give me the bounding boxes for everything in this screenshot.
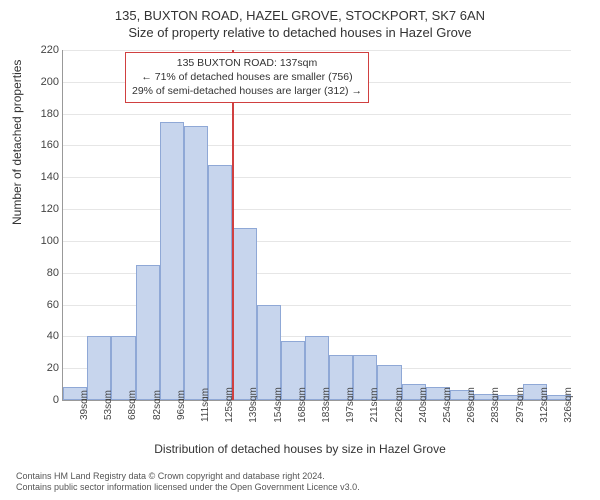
x-tick-label: 269sqm — [466, 387, 477, 423]
annotation-line: 135 BUXTON ROAD: 137sqm — [132, 56, 362, 70]
histogram-bar — [257, 305, 281, 400]
gridline — [63, 145, 571, 146]
y-tick-label: 40 — [19, 330, 59, 342]
y-tick-label: 140 — [19, 171, 59, 183]
histogram-bar — [208, 165, 232, 400]
histogram-bar — [160, 122, 184, 400]
gridline — [63, 114, 571, 115]
y-tick-label: 80 — [19, 267, 59, 279]
histogram-plot: 02040608010012014016018020022039sqm53sqm… — [62, 50, 571, 401]
gridline — [63, 50, 571, 51]
footer-line-1: Contains HM Land Registry data © Crown c… — [16, 471, 360, 483]
gridline — [63, 209, 571, 210]
y-tick-label: 200 — [19, 76, 59, 88]
y-tick-label: 20 — [19, 362, 59, 374]
footer-attribution: Contains HM Land Registry data © Crown c… — [16, 471, 360, 494]
y-tick-label: 180 — [19, 108, 59, 120]
gridline — [63, 241, 571, 242]
y-tick-label: 60 — [19, 299, 59, 311]
y-tick-label: 120 — [19, 203, 59, 215]
chart-area: 02040608010012014016018020022039sqm53sqm… — [62, 50, 570, 400]
annotation-box: 135 BUXTON ROAD: 137sqm← 71% of detached… — [125, 52, 369, 103]
title-subtitle: Size of property relative to detached ho… — [0, 23, 600, 40]
histogram-bar — [232, 228, 256, 400]
x-tick-label: 326sqm — [563, 387, 574, 423]
title-address: 135, BUXTON ROAD, HAZEL GROVE, STOCKPORT… — [0, 0, 600, 23]
x-tick-label: 312sqm — [539, 387, 550, 423]
y-tick-label: 0 — [19, 394, 59, 406]
y-tick-label: 100 — [19, 235, 59, 247]
y-tick-label: 220 — [19, 44, 59, 56]
histogram-bar — [184, 126, 208, 400]
footer-line-2: Contains public sector information licen… — [16, 482, 360, 494]
annotation-line: ← 71% of detached houses are smaller (75… — [132, 70, 362, 84]
x-tick-label: 283sqm — [490, 387, 501, 423]
y-tick-label: 160 — [19, 139, 59, 151]
x-axis-label: Distribution of detached houses by size … — [0, 442, 600, 456]
annotation-line: 29% of semi-detached houses are larger (… — [132, 84, 362, 98]
histogram-bar — [136, 265, 160, 400]
gridline — [63, 177, 571, 178]
